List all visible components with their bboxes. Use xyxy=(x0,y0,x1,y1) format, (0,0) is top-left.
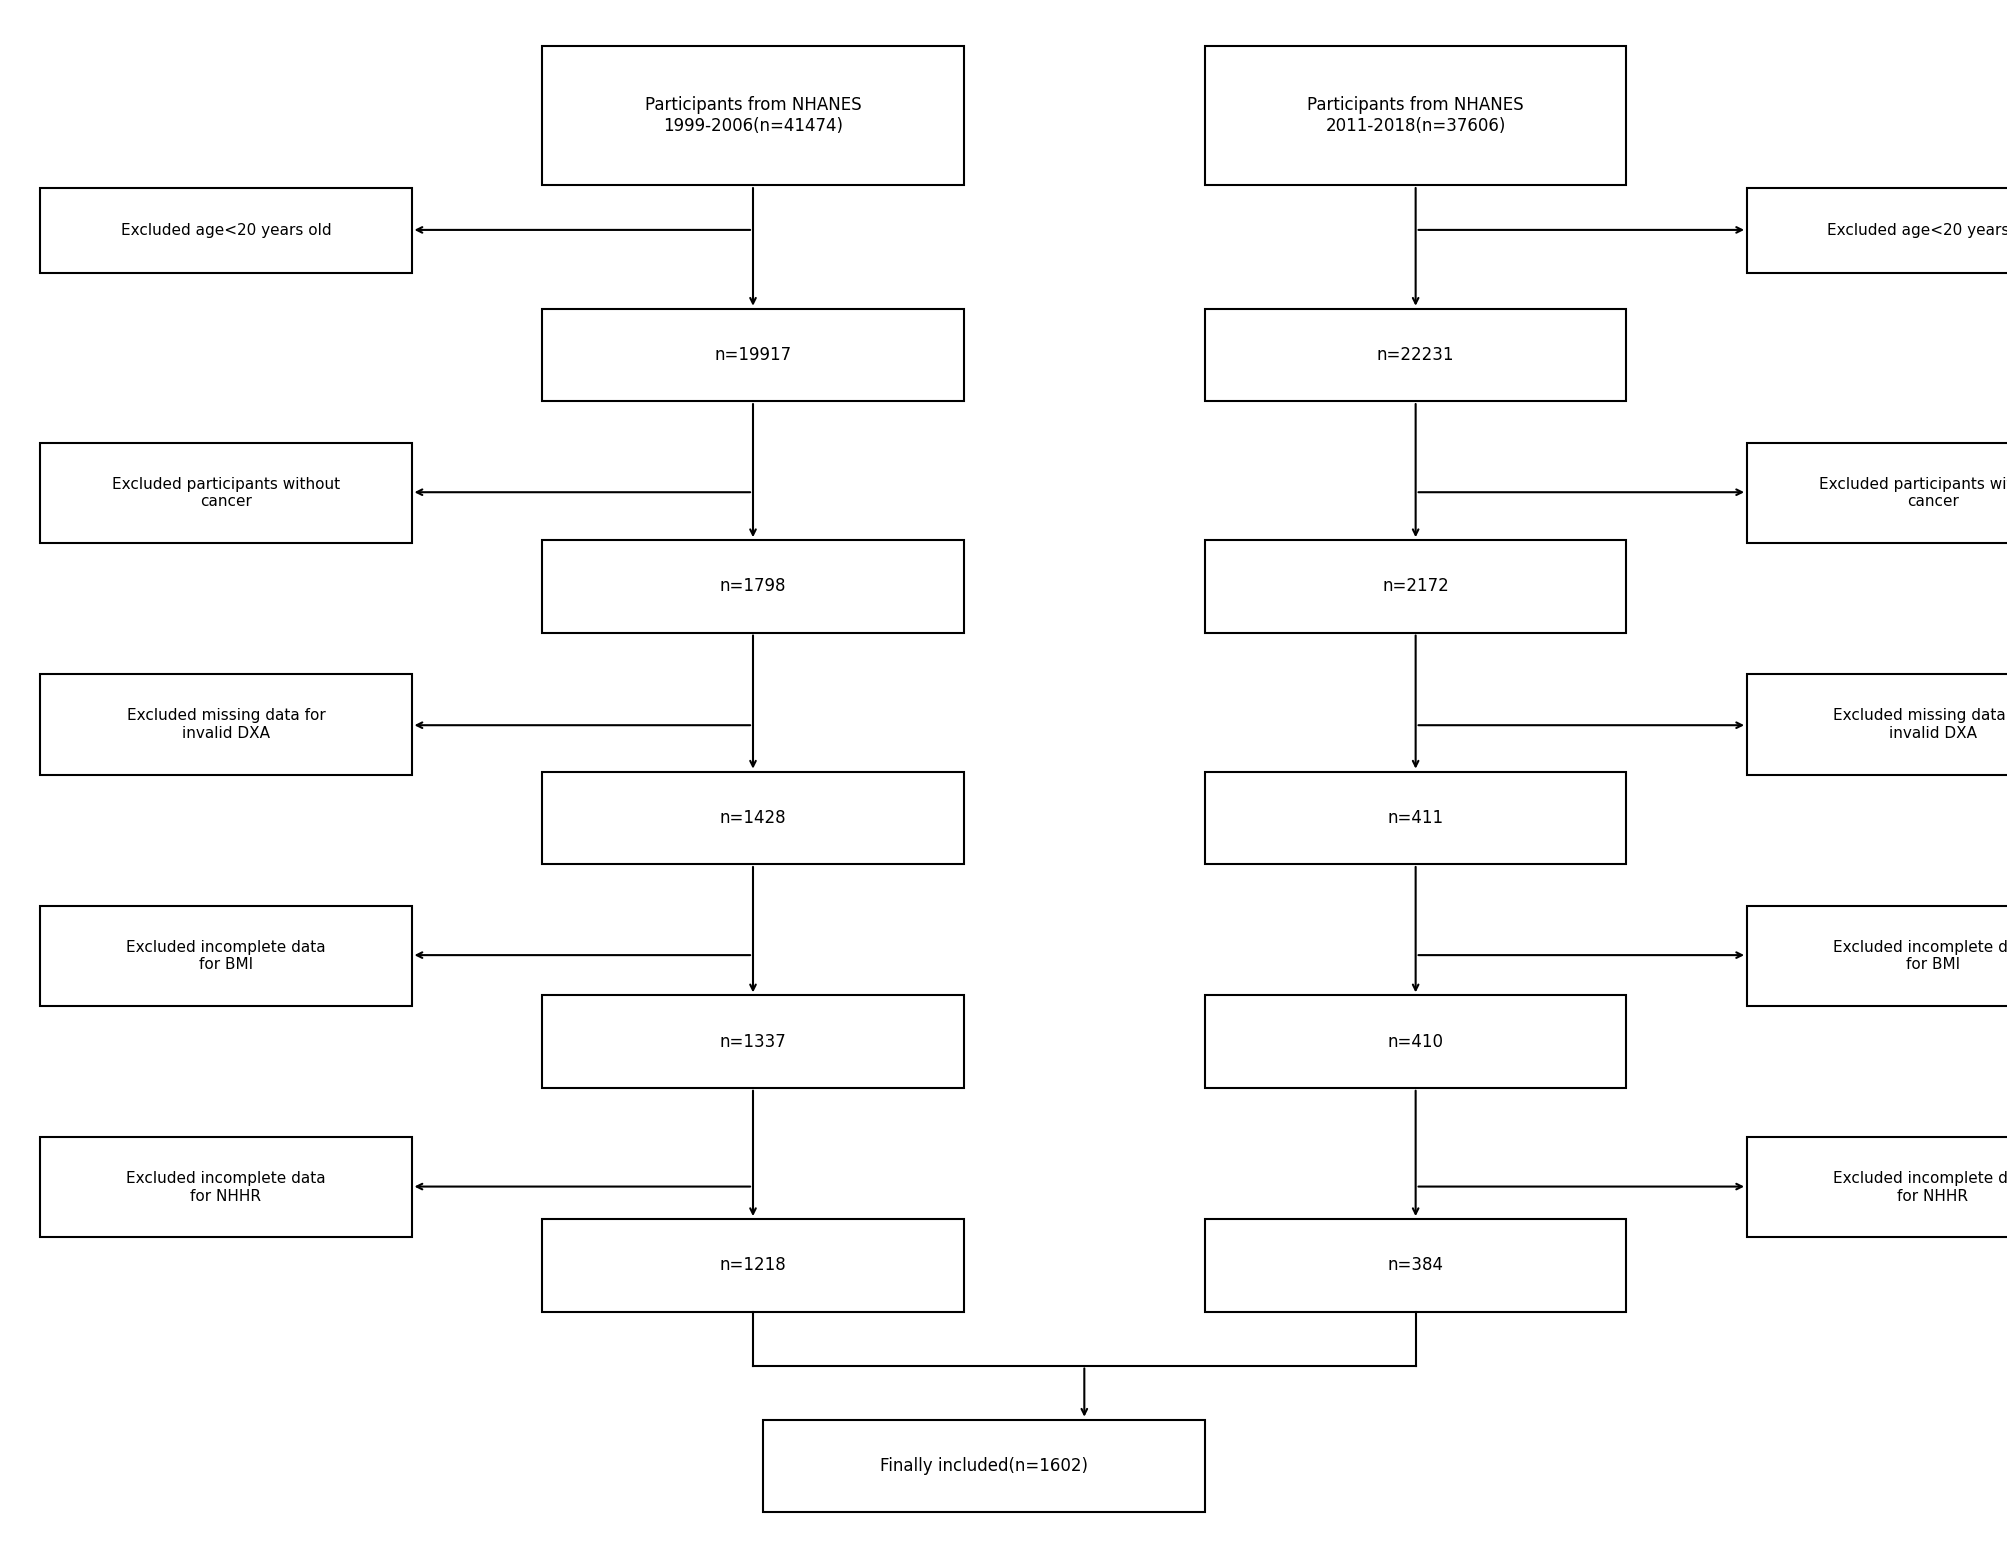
Bar xyxy=(1204,309,1626,401)
Bar xyxy=(1204,772,1626,864)
Bar xyxy=(40,674,411,775)
Text: Excluded participants without
cancer: Excluded participants without cancer xyxy=(112,477,339,509)
Text: n=1337: n=1337 xyxy=(719,1032,787,1051)
Text: Participants from NHANES
1999-2006(n=41474): Participants from NHANES 1999-2006(n=414… xyxy=(644,96,861,136)
Text: Excluded participants without
cancer: Excluded participants without cancer xyxy=(1818,477,2007,509)
Text: Excluded incomplete data
for BMI: Excluded incomplete data for BMI xyxy=(126,940,325,972)
Bar xyxy=(542,46,963,185)
Bar xyxy=(1746,674,2007,775)
Text: Excluded incomplete data
for NHHR: Excluded incomplete data for NHHR xyxy=(1832,1171,2007,1204)
Text: n=19917: n=19917 xyxy=(714,346,791,364)
Text: n=1218: n=1218 xyxy=(719,1256,787,1275)
Bar xyxy=(542,995,963,1088)
Bar xyxy=(1204,1219,1626,1312)
Text: Excluded missing data for
invalid DXA: Excluded missing data for invalid DXA xyxy=(126,708,325,741)
Text: n=22231: n=22231 xyxy=(1377,346,1453,364)
Bar xyxy=(542,1219,963,1312)
Text: n=384: n=384 xyxy=(1387,1256,1443,1275)
Bar xyxy=(1204,540,1626,633)
Bar xyxy=(40,188,411,273)
Bar xyxy=(542,309,963,401)
Bar xyxy=(1746,443,2007,543)
Text: Excluded age<20 years old: Excluded age<20 years old xyxy=(120,224,331,238)
Text: Excluded incomplete data
for BMI: Excluded incomplete data for BMI xyxy=(1832,940,2007,972)
Bar xyxy=(542,540,963,633)
Text: Excluded missing data for
invalid DXA: Excluded missing data for invalid DXA xyxy=(1832,708,2007,741)
Text: n=410: n=410 xyxy=(1387,1032,1443,1051)
Text: Excluded incomplete data
for NHHR: Excluded incomplete data for NHHR xyxy=(126,1171,325,1204)
Bar xyxy=(1746,906,2007,1006)
Text: Finally included(n=1602): Finally included(n=1602) xyxy=(879,1457,1088,1475)
Bar xyxy=(1746,188,2007,273)
Text: n=2172: n=2172 xyxy=(1381,577,1449,596)
Bar xyxy=(40,443,411,543)
Bar xyxy=(1746,1137,2007,1237)
Bar xyxy=(1204,995,1626,1088)
Bar xyxy=(40,1137,411,1237)
Bar xyxy=(40,906,411,1006)
Text: n=1428: n=1428 xyxy=(719,809,787,827)
Text: Participants from NHANES
2011-2018(n=37606): Participants from NHANES 2011-2018(n=376… xyxy=(1307,96,1523,136)
Bar xyxy=(1204,46,1626,185)
Bar xyxy=(542,772,963,864)
Text: Excluded age<20 years old: Excluded age<20 years old xyxy=(1826,224,2007,238)
Text: n=1798: n=1798 xyxy=(719,577,787,596)
Text: n=411: n=411 xyxy=(1387,809,1443,827)
Bar xyxy=(763,1420,1204,1512)
